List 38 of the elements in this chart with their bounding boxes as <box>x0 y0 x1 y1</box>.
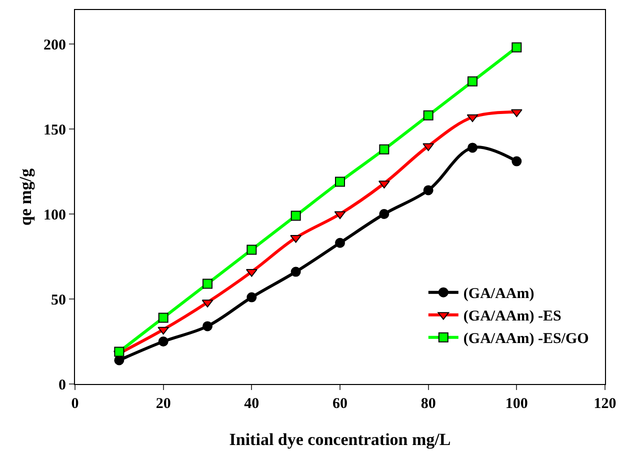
x-tick-label: 0 <box>71 396 79 412</box>
y-tick-label: 50 <box>51 292 66 308</box>
y-axis-title: qe mg/g <box>16 168 35 226</box>
x-tick-label: 100 <box>505 396 528 412</box>
point <box>379 144 390 154</box>
point <box>423 110 434 120</box>
y-tick-label: 200 <box>44 37 66 54</box>
point <box>246 292 257 302</box>
x-tick-label: 60 <box>332 396 348 412</box>
point <box>466 114 478 122</box>
y-tick-label: 0 <box>58 377 66 394</box>
point <box>423 185 434 196</box>
point <box>379 209 390 219</box>
x-axis-title: Initial dye concentration mg/L <box>229 430 451 449</box>
point <box>512 156 522 166</box>
point <box>335 176 345 187</box>
point <box>512 42 522 52</box>
point <box>246 244 257 255</box>
point <box>114 346 124 357</box>
point <box>468 76 478 86</box>
point <box>202 278 212 289</box>
x-tick-label: 20 <box>156 396 171 412</box>
x-tick-label: 120 <box>594 396 616 412</box>
point <box>468 142 478 153</box>
point <box>202 321 212 332</box>
y-tick-label: 100 <box>44 207 66 224</box>
point <box>290 266 301 277</box>
legend-label: (GA/AAm) -ES/GO <box>463 331 589 348</box>
legend-label: (GA/AAm) -ES <box>463 308 562 325</box>
point <box>290 210 301 221</box>
y-tick-label: 150 <box>44 122 66 138</box>
point <box>335 238 345 248</box>
legend-label: (GA/AAm) <box>463 286 534 302</box>
point <box>158 336 168 346</box>
point <box>158 312 168 323</box>
point <box>158 326 170 335</box>
x-tick-label: 40 <box>244 396 260 412</box>
x-tick-label: 80 <box>420 396 436 412</box>
